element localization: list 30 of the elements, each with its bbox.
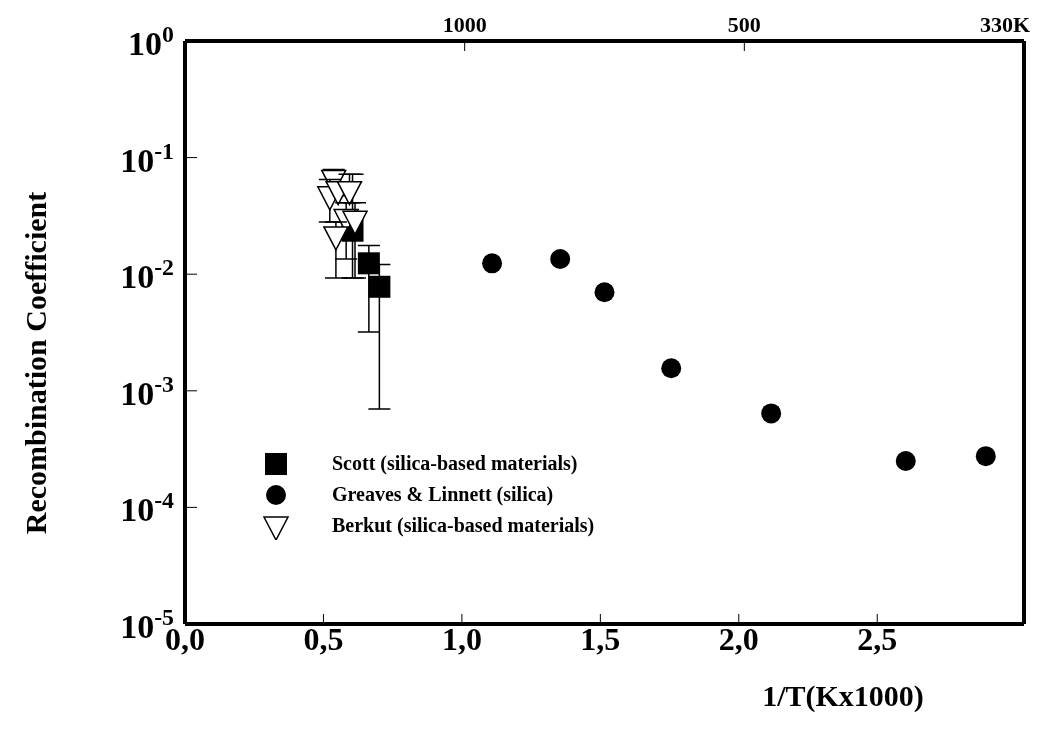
point (323, 226, 349, 251)
text: 330K (979, 12, 1030, 37)
point (368, 275, 391, 298)
y-tick-label: 10$^{-2}$ (120, 254, 174, 296)
x-tick-label: 2,5 (857, 621, 898, 657)
y-tick-label: 10$^{-3}$ (120, 370, 175, 412)
y-tick-label: 10$^{-4}$ (120, 487, 175, 529)
legend-label: Scott (silica-based materials) (332, 452, 578, 475)
x-tick-label: 0,5 (303, 621, 344, 657)
legend-label: Greaves & Linnett (silica) (332, 483, 554, 506)
y-axis-title: Recombination Coefficient (19, 191, 52, 535)
x-tick-label: 1,5 (580, 621, 621, 657)
x-tick-label: 2,0 (718, 621, 759, 657)
point (761, 403, 782, 424)
legend-label: Berkut (silica-based materials) (332, 514, 595, 537)
x-axis-title: 1/T(Kx1000) (762, 679, 924, 713)
x-tick-label: 1,0 (441, 621, 482, 657)
point (336, 180, 363, 206)
point (594, 282, 615, 303)
text: 1000 (442, 12, 487, 37)
y-tick-label: 10$^{0}$ (128, 21, 174, 62)
point (975, 446, 996, 467)
point (342, 210, 368, 236)
point (550, 249, 571, 269)
text: 500 (727, 12, 761, 37)
y-tick-label: 10$^{-1}$ (120, 137, 174, 179)
point (661, 358, 682, 379)
point (482, 253, 503, 274)
point (357, 252, 380, 275)
point (895, 451, 916, 471)
